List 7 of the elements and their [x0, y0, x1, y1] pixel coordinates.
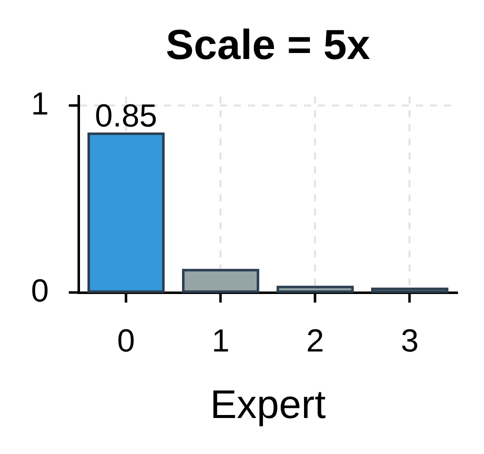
x-tick-label: 3: [400, 322, 419, 359]
x-tick-label: 2: [306, 322, 324, 359]
data-label: 0.85: [94, 98, 158, 134]
chart-title: Scale = 5x: [166, 20, 371, 68]
x-tick-label: 0: [117, 322, 135, 359]
x-tick-label: 1: [212, 322, 230, 359]
x-axis-title: Expert: [210, 383, 326, 428]
